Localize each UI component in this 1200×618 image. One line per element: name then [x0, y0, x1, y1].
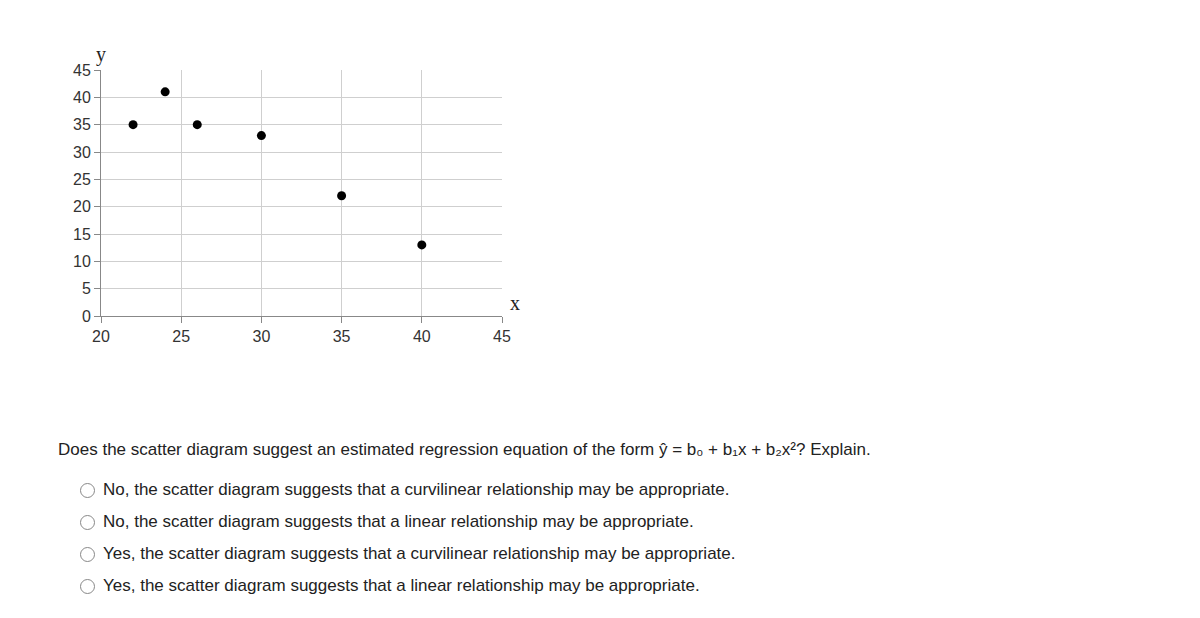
svg-text:20: 20	[92, 328, 110, 345]
svg-text:y: y	[96, 43, 106, 66]
svg-text:45: 45	[493, 328, 511, 345]
html-text:Yes, the scatter diagram sugge: Yes, the scatter diagram suggests that a…	[103, 544, 736, 563]
html-text:No, the scatter diagram sugges: No, the scatter diagram suggests that a …	[103, 480, 730, 499]
html-text:Does the scatter diagram sugge: Does the scatter diagram suggest an esti…	[58, 440, 871, 459]
svg-text:5: 5	[82, 280, 91, 297]
svg-text:20: 20	[73, 198, 91, 215]
svg-text:40: 40	[413, 328, 431, 345]
svg-text:x: x	[510, 292, 520, 314]
html-text:Yes, the scatter diagram sugge: Yes, the scatter diagram suggests that a…	[103, 576, 700, 595]
svg-text:30: 30	[73, 144, 91, 161]
svg-text:25: 25	[73, 171, 91, 188]
svg-text:40: 40	[73, 89, 91, 106]
svg-text:30: 30	[253, 328, 271, 345]
svg-text:25: 25	[172, 328, 190, 345]
svg-text:10: 10	[73, 253, 91, 270]
svg-text:35: 35	[73, 116, 91, 133]
html-text:No, the scatter diagram sugges: No, the scatter diagram suggests that a …	[103, 512, 694, 531]
svg-text:45: 45	[73, 62, 91, 79]
svg-text:35: 35	[333, 328, 351, 345]
svg-text:0: 0	[82, 308, 91, 325]
svg-text:15: 15	[73, 226, 91, 243]
